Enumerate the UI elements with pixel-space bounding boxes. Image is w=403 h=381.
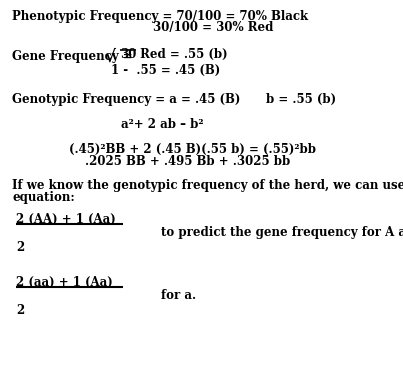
Text: Red = .55 (b): Red = .55 (b) (136, 48, 227, 61)
Text: to predict the gene frequency for A and: to predict the gene frequency for A and (161, 226, 403, 239)
Text: .2025 BB + .495 Bb + .3025 bb: .2025 BB + .495 Bb + .3025 bb (85, 155, 290, 168)
Text: Phenotypic Frequency = 70/100 = 70% Black: Phenotypic Frequency = 70/100 = 70% Blac… (12, 10, 308, 22)
Text: 2 (aa) + 1 (Aa): 2 (aa) + 1 (Aa) (16, 276, 113, 289)
Text: 2: 2 (16, 304, 24, 317)
Text: a²+ 2 ab – b²: a²+ 2 ab – b² (121, 118, 204, 131)
Text: 30: 30 (120, 48, 137, 61)
Text: √: √ (105, 48, 116, 66)
Text: 2 (AA) + 1 (Aa): 2 (AA) + 1 (Aa) (16, 213, 116, 226)
Text: 1 -  .55 = .45 (B): 1 - .55 = .45 (B) (12, 64, 220, 77)
Text: 2: 2 (16, 241, 24, 254)
Text: 30/100 = 30% Red: 30/100 = 30% Red (153, 21, 274, 34)
Text: equation:: equation: (12, 191, 75, 204)
Text: (.45)²BB + 2 (.45 B)(.55 b) = (.55)²bb: (.45)²BB + 2 (.45 B)(.55 b) = (.55)²bb (69, 143, 316, 156)
Text: If we know the genotypic frequency of the herd, we can use the: If we know the genotypic frequency of th… (12, 179, 403, 192)
Text: b = .55 (b): b = .55 (b) (266, 93, 336, 106)
Text: Genotypic Frequency = a = .45 (B): Genotypic Frequency = a = .45 (B) (12, 93, 241, 106)
Text: Gene Frequency =: Gene Frequency = (12, 50, 133, 62)
Text: for a.: for a. (161, 289, 196, 302)
